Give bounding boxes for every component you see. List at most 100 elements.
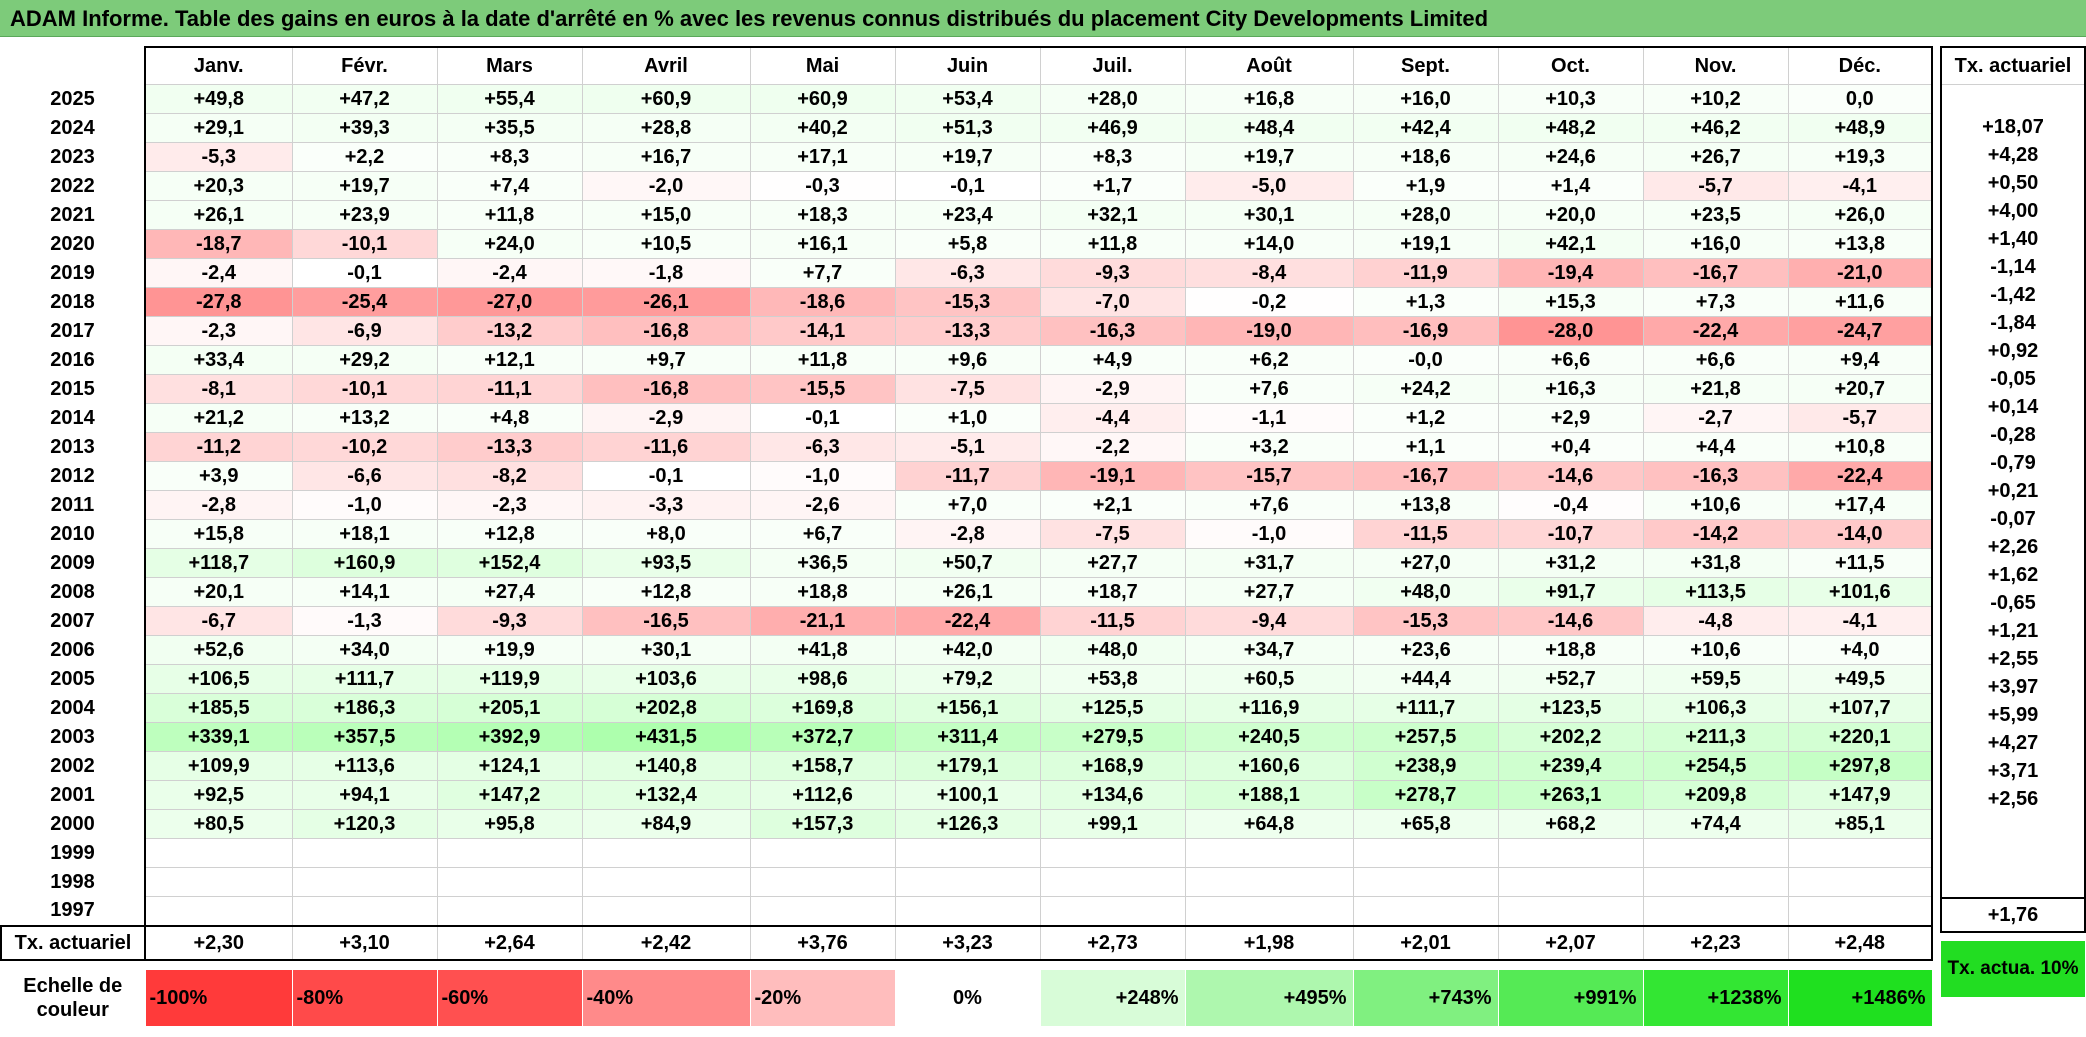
month-header: Mai [749, 46, 896, 85]
gain-cell: +46,2 [1642, 113, 1789, 143]
gain-cell: +12,1 [436, 345, 583, 375]
gain-cell: -13,2 [436, 316, 583, 346]
year-label: 2007 [1, 606, 146, 636]
actuarial-rate-cell: -0,79 [1940, 449, 2086, 477]
gain-cell: +91,7 [1497, 577, 1644, 607]
gain-cell: -13,3 [894, 316, 1041, 346]
gain-cell: +100,1 [894, 780, 1041, 810]
gain-cell: +12,8 [436, 519, 583, 549]
gain-cell: -0,0 [1352, 345, 1499, 375]
gain-cell: +7,0 [894, 490, 1041, 520]
year-label: 2013 [1, 432, 146, 462]
side-row: +2,56 [1940, 785, 2086, 813]
table-row: 2022 +20,3 +19,7 +7,4 -2,0 -0,3 -0,1 +1,7 -5,0 +1… [1, 171, 1933, 201]
gain-cell [581, 896, 751, 927]
footer-row: Tx. actuariel +2,30 +3,10 +2,64 +2,42 +3,76 +3… [0, 925, 1933, 961]
gain-cell: +10,5 [581, 229, 751, 259]
month-header: Juin [894, 46, 1041, 85]
gain-cell: -2,6 [749, 490, 896, 520]
month-header: Janv. [144, 46, 293, 85]
gain-cell: +16,0 [1642, 229, 1789, 259]
gain-cell: +10,6 [1642, 635, 1789, 665]
gain-cell: -10,1 [291, 374, 438, 404]
footer-rate-cell: +2,30 [144, 925, 293, 961]
gain-cell: +85,1 [1787, 809, 1933, 839]
gain-cell: +60,9 [581, 84, 751, 114]
gain-cell: -2,3 [436, 490, 583, 520]
gain-cell: -22,4 [894, 606, 1041, 636]
gain-cell: -4,8 [1642, 606, 1789, 636]
actuarial-rate-cell [1940, 813, 2086, 841]
gain-cell: +103,6 [581, 664, 751, 694]
gain-cell [436, 896, 583, 927]
gain-cell: +6,6 [1497, 345, 1644, 375]
footer-rate-cell: +2,42 [581, 925, 751, 961]
report-title: ADAM Informe. Table des gains en euros à… [0, 0, 2086, 37]
gain-cell: -9,4 [1184, 606, 1354, 636]
gain-cell: +106,3 [1642, 693, 1789, 723]
gain-cell: -8,1 [144, 374, 293, 404]
gain-cell: +19,9 [436, 635, 583, 665]
gain-cell: +13,8 [1352, 490, 1499, 520]
gain-cell: -21,1 [749, 606, 896, 636]
gain-cell: +19,7 [291, 171, 438, 201]
table-row: 2006 +52,6 +34,0 +19,9 +30,1 +41,8 +42,0 +48,0 +… [1, 635, 1933, 665]
color-scale-step: +743% [1352, 969, 1499, 1027]
side-header-row: Tx. actuariel [1940, 46, 2086, 85]
actuarial-rate-cell: +0,50 [1940, 169, 2086, 197]
gain-cell: +4,8 [436, 403, 583, 433]
actuarial-rate-cell [1940, 841, 2086, 869]
table-row: 2007 -6,7 -1,3 -9,3 -16,5 -21,1 -22,4 -11,5 -9,4… [1, 606, 1933, 636]
gain-cell: +49,5 [1787, 664, 1933, 694]
gain-cell: +64,8 [1184, 809, 1354, 839]
gain-cell: -7,5 [894, 374, 1041, 404]
gain-cell: +34,0 [291, 635, 438, 665]
year-label: 2017 [1, 316, 146, 346]
table-row: 2020 -18,7 -10,1 +24,0 +10,5 +16,1 +5,8 +11,8 +1… [1, 229, 1933, 259]
year-label: 2019 [1, 258, 146, 288]
gain-cell: -5,7 [1642, 171, 1789, 201]
footer-rate-cell: +2,01 [1352, 925, 1499, 961]
side-scale-row: Tx. actua. 10% [1941, 941, 2085, 997]
gain-cell [581, 838, 751, 868]
gain-cell: +101,6 [1787, 577, 1933, 607]
year-label: 1999 [1, 838, 146, 868]
actuarial-rate-cell: -0,05 [1940, 365, 2086, 393]
gain-cell: +23,4 [894, 200, 1041, 230]
footer-rate-cell: +3,23 [894, 925, 1041, 961]
footer-label: Tx. actuariel [0, 925, 146, 961]
gain-cell [1039, 838, 1186, 868]
color-scale-step: -60% [436, 969, 583, 1027]
actuarial-rate-cell: +2,55 [1940, 645, 2086, 673]
gain-cell: +17,4 [1787, 490, 1933, 520]
gain-cell: +26,1 [894, 577, 1041, 607]
gain-cell: -6,9 [291, 316, 438, 346]
gain-cell: -1,0 [291, 490, 438, 520]
footer-rate-cell: +1,98 [1184, 925, 1354, 961]
table-row: 2012 +3,9 -6,6 -8,2 -0,1 -1,0 -11,7 -19,1 -15,7-… [1, 461, 1933, 491]
table-row: 2015 -8,1 -10,1 -11,1 -16,8 -15,5 -7,5 -2,9 +7,6… [1, 374, 1933, 404]
gain-cell: -0,1 [749, 403, 896, 433]
gain-cell [1184, 896, 1354, 927]
side-row [1940, 869, 2086, 899]
gain-cell: +36,5 [749, 548, 896, 578]
side-row: +3,71 [1940, 757, 2086, 785]
actuarial-rate-cell: +1,62 [1940, 561, 2086, 589]
gain-cell: -3,3 [581, 490, 751, 520]
gain-cell [1352, 838, 1499, 868]
year-label: 2020 [1, 229, 146, 259]
year-label: 2016 [1, 345, 146, 375]
gain-cell: -2,9 [1039, 374, 1186, 404]
actuarial-rate-cell: +4,00 [1940, 197, 2086, 225]
color-scale-row: Echelle de couleur -100% -80% -60% -40% -20% 0… [1, 969, 1933, 1027]
gain-cell: +29,2 [291, 345, 438, 375]
side-row: +5,99 [1940, 701, 2086, 729]
gain-cell: -8,4 [1184, 258, 1354, 288]
gain-cell [1184, 838, 1354, 868]
gain-cell: +21,2 [144, 403, 293, 433]
color-scale-step: -40% [581, 969, 751, 1027]
year-label: 2000 [1, 809, 146, 839]
gain-cell: -2,7 [1642, 403, 1789, 433]
gain-cell: -11,5 [1039, 606, 1186, 636]
table-row: 2019 -2,4 -0,1 -2,4 -1,8 +7,7 -6,3 -9,3 -8,4 -11,… [1, 258, 1933, 288]
